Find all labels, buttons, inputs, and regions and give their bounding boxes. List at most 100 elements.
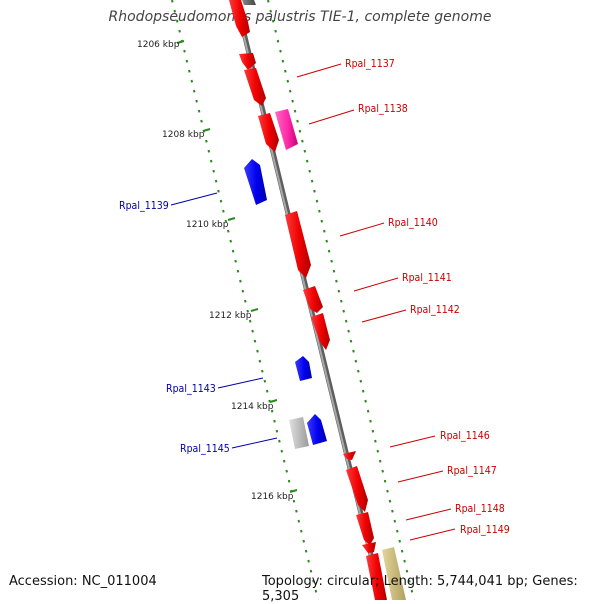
minor-tick — [239, 279, 242, 283]
gene-label[interactable]: Rpal_1145 — [180, 443, 230, 455]
minor-tick — [171, 0, 174, 3]
minor-tick — [388, 499, 392, 503]
minor-tick — [280, 449, 284, 453]
gene-label[interactable]: Rpal_1147 — [447, 465, 497, 477]
major-tick — [250, 308, 259, 312]
minor-tick — [197, 109, 201, 113]
minor-tick — [347, 329, 350, 333]
gene-label[interactable]: Rpal_1139 — [119, 200, 169, 212]
minor-tick — [229, 239, 232, 243]
minor-tick — [297, 519, 301, 523]
major-tick — [176, 40, 185, 44]
minor-tick — [175, 19, 179, 23]
minor-tick — [178, 29, 181, 33]
gene-arrow-rpal-1138[interactable] — [275, 109, 298, 150]
minor-tick — [325, 239, 328, 243]
minor-tick — [410, 589, 414, 593]
minor-tick — [307, 559, 310, 563]
gene-arrow-rpal-1142[interactable] — [311, 313, 330, 350]
gene-arrow-top-red[interactable] — [229, 0, 250, 37]
minor-tick — [285, 469, 288, 473]
minor-tick — [231, 249, 235, 253]
minor-tick — [270, 409, 274, 413]
minor-tick — [371, 429, 375, 433]
gene-arrow-rpal-1137[interactable] — [244, 68, 266, 106]
minor-tick — [195, 99, 198, 103]
minor-tick — [318, 209, 321, 213]
minor-tick — [188, 69, 191, 73]
minor-tick — [173, 9, 176, 13]
scale-label: 1206 kbp — [137, 40, 180, 50]
minor-tick — [386, 489, 389, 493]
minor-tick — [383, 479, 387, 483]
minor-tick — [274, 29, 277, 33]
minor-tick — [298, 129, 302, 133]
minor-tick — [227, 229, 230, 233]
scale-tick-track — [171, 0, 416, 600]
minor-tick — [267, 0, 270, 3]
gene-arrow-small-red[interactable] — [239, 53, 256, 70]
minor-tick — [275, 429, 279, 433]
minor-tick — [251, 329, 254, 333]
minor-tick — [304, 549, 308, 553]
gene-arrow-rpal-1149[interactable] — [362, 542, 376, 553]
minor-tick — [222, 209, 225, 213]
gene-label[interactable]: Rpal_1138 — [358, 103, 408, 115]
minor-tick — [190, 79, 194, 83]
minor-tick — [183, 49, 186, 53]
minor-tick — [271, 19, 275, 23]
gene-arrow-rpal-1141[interactable] — [303, 286, 323, 313]
scale-label: 1214 kbp — [231, 402, 274, 412]
minor-tick — [246, 309, 249, 313]
gene-arrow-bottom-red[interactable] — [366, 553, 387, 600]
gene-arrow-rpal-1148[interactable] — [356, 512, 374, 545]
gene-arrow-red-mid[interactable] — [258, 113, 279, 152]
gene-label[interactable]: Rpal_1149 — [460, 524, 510, 536]
minor-tick — [263, 379, 267, 383]
gene-label[interactable]: Rpal_1143 — [166, 383, 216, 395]
gene-label[interactable]: Rpal_1140 — [388, 217, 438, 229]
minor-tick — [393, 519, 397, 523]
gene-arrow-top-gray[interactable] — [242, 0, 256, 5]
minor-tick — [244, 299, 247, 303]
gene-label[interactable]: Rpal_1141 — [402, 272, 452, 284]
minor-tick — [400, 549, 404, 553]
minor-tick — [282, 459, 286, 463]
minor-tick — [327, 249, 331, 253]
minor-tick — [381, 469, 384, 473]
scale-labels: 1206 kbp 1208 kbp 1210 kbp 1212 kbp 1214… — [137, 40, 298, 502]
minor-tick — [192, 89, 196, 93]
gene-arrow-rpal-1140[interactable] — [285, 211, 311, 278]
major-tick — [202, 128, 211, 132]
minor-tick — [352, 349, 355, 353]
minor-tick — [354, 359, 358, 363]
minor-tick — [241, 289, 245, 293]
gene-label[interactable]: Rpal_1146 — [440, 430, 490, 442]
gene-arrow-rpal-1146[interactable] — [343, 451, 356, 460]
minor-tick — [337, 289, 341, 293]
gene-arrow-rpal-1147[interactable] — [346, 466, 368, 512]
minor-tick — [366, 409, 370, 413]
minor-tick — [310, 179, 314, 183]
minor-tick — [217, 189, 220, 193]
minor-tick — [357, 369, 360, 373]
accession-text: Accession: NC_011004 — [9, 574, 157, 589]
gene-label[interactable]: Rpal_1137 — [345, 58, 395, 70]
gene-arrow-rpal-1143[interactable] — [295, 356, 312, 381]
gene-arrow-rpal-1139[interactable] — [244, 159, 267, 205]
minor-tick — [361, 389, 365, 393]
gene-label[interactable]: Rpal_1148 — [455, 503, 505, 515]
gene-arrow-khaki[interactable] — [382, 547, 406, 600]
minor-tick — [207, 149, 211, 153]
minor-tick — [335, 279, 338, 283]
minor-tick — [376, 449, 380, 453]
gene-arrow-rpal-1145[interactable] — [307, 414, 327, 445]
gene-arrow-gray[interactable] — [289, 417, 309, 449]
minor-tick — [214, 179, 218, 183]
minor-tick — [200, 119, 203, 123]
gene-label[interactable]: Rpal_1142 — [410, 304, 460, 316]
minor-tick — [236, 269, 240, 273]
minor-tick — [265, 389, 269, 393]
minor-tick — [396, 529, 399, 533]
minor-tick — [330, 259, 333, 263]
